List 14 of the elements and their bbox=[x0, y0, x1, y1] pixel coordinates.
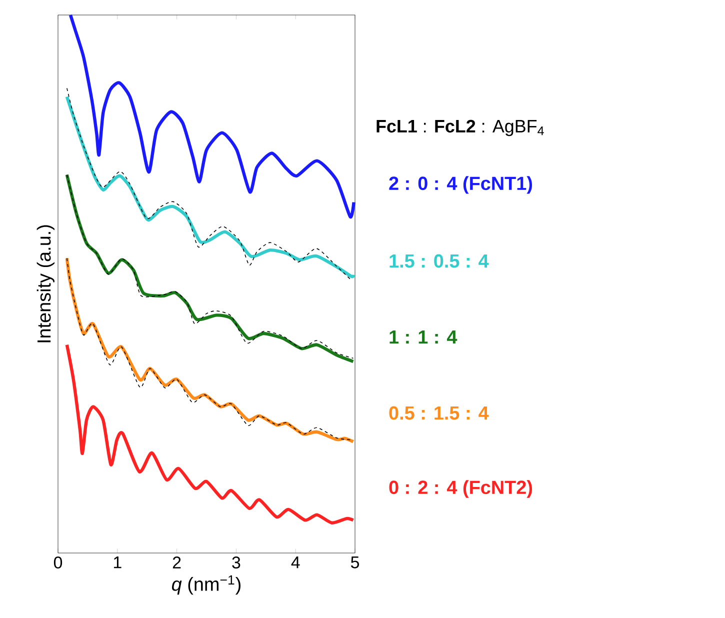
x-tick-label: 3 bbox=[232, 556, 240, 569]
series-label: 2 : 0 : 4 (FcNT1) bbox=[389, 176, 532, 194]
x-tick-label: 2 bbox=[172, 556, 181, 568]
y-axis-title: Intensity (a.u.) bbox=[36, 225, 54, 342]
text: 0.5 : 1.5 : 4 bbox=[389, 406, 489, 420]
text: 0 : 2 : 4 (FcNT2) bbox=[389, 480, 532, 498]
x-axis-title: q (nm$^{−1}$) bbox=[172, 575, 240, 595]
text: 1 : 1 : 4 bbox=[390, 330, 458, 344]
text: FcL1 : FcL2 : AgBF$_{4}$ bbox=[376, 120, 544, 136]
x-tick-label: 4 bbox=[291, 556, 300, 568]
x-tick-label: 0 bbox=[54, 556, 62, 569]
series-label: 1.5 : 0.5 : 4 bbox=[390, 254, 489, 268]
x-tick-label: 5 bbox=[350, 556, 359, 568]
x-tick-label: 1 bbox=[114, 556, 122, 568]
